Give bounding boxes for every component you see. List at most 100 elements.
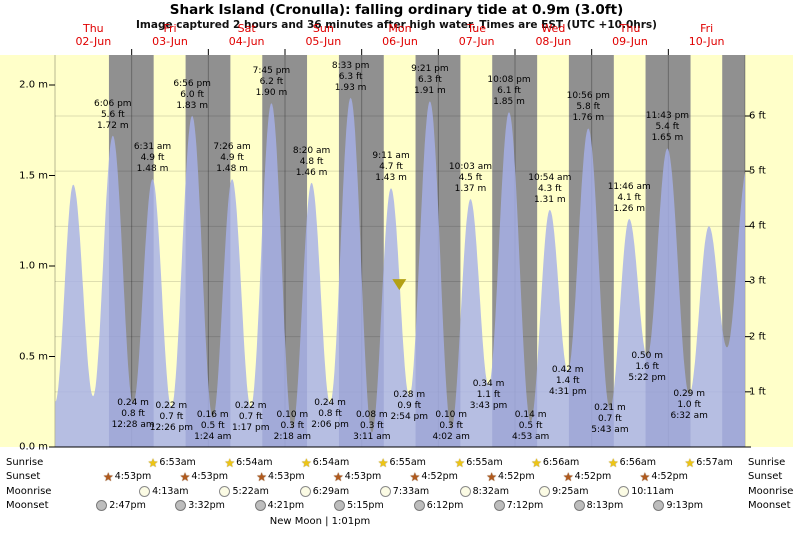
tide-high-label: 6:06 pm 5.6 ft 1.72 m [94,98,132,131]
sunrise-item: ★ 6:54am [224,455,273,470]
day-name: Sat [237,22,256,35]
tide-low-label: 0.34 m 1.1 ft 3:43 pm [469,379,508,412]
moonrise-time: 4:13am [152,485,189,497]
tide-high-label: 7:26 am 4.9 ft 1.48 m [213,142,251,175]
moonrise-item: 8:32am [459,485,509,497]
tide-high-label: 8:33 pm 6.3 ft 1.93 m [331,60,370,93]
tide-low-label: 0.21 m 0.7 ft 5:43 am [591,402,629,435]
moonset-time: 5:15pm [347,500,384,511]
day-label: Sun 05-Jun [305,22,342,48]
sunset-item: ★ 4:53pm [179,469,228,484]
day-name: Fri [163,22,177,35]
sunrise-time: 6:54am [236,457,273,468]
day-name: Fri [700,22,714,35]
day-label: Fri 03-Jun [152,22,188,48]
moonrise-circle-icon [219,485,231,497]
astro-row-label-moonset-right: Moonset [748,500,791,511]
moonset-item: 5:15pm [334,500,384,511]
moonrise-circle-icon [299,485,311,497]
tide-high-label: 10:08 pm 6.1 ft 1.85 m [487,75,531,108]
astro-row-label-moonrise-right: Moonrise [748,485,793,497]
astro-row-label-sunrise-left: Sunrise [6,457,44,468]
page-subtitle: Image captured 2 hours and 36 minutes af… [136,19,657,31]
sunrise-star-icon: ★ [301,455,312,470]
day-date: 06-Jun [382,34,418,48]
sunrise-time: 6:53am [159,457,196,468]
sunrise-item: ★ 6:55am [377,455,426,470]
sunset-time: 4:53pm [268,471,305,482]
moonset-item: 3:32pm [175,500,225,511]
moonset-time: 6:12pm [426,500,464,511]
moonset-item: 7:12pm [493,500,543,511]
sunset-star-icon: ★ [639,469,651,484]
day-name: Tue [467,22,487,35]
sunset-star-icon: ★ [409,469,421,484]
tide-high-label: 11:43 pm 5.4 ft 1.65 m [645,111,690,144]
sunrise-star-icon: ★ [531,455,542,470]
y-axis-label-m: 2.0 m [19,79,48,91]
tide-high-label: 9:11 am 4.7 ft 1.43 m [372,151,410,184]
day-label: Thu 02-Jun [75,22,112,48]
sunrise-item: ★ 6:57am [685,457,733,469]
sunrise-star-icon: ★ [147,455,159,470]
moonset-item: 6:12pm [413,500,464,511]
sunrise-star-icon: ★ [607,455,619,470]
moonset-circle-icon [96,500,108,511]
sunset-time: 4:53pm [344,471,382,482]
astro-row-label-moonset-left: Moonset [6,500,49,511]
moonset-circle-icon [573,500,585,511]
sunrise-star-icon: ★ [377,455,389,470]
moonset-time: 9:13pm [666,500,704,511]
tide-low-label: 0.16 m 0.5 ft 1:24 am [194,410,232,442]
tide-high-label: 10:54 am 4.3 ft 1.31 m [528,172,572,205]
sunset-time: 4:53pm [191,471,228,482]
day-date: 10-Jun [688,34,725,48]
y-axis-label-ft: 4 ft [749,220,766,232]
sunset-star-icon: ★ [562,469,574,484]
tide-high-label: 7:45 pm 6.2 ft 1.90 m [252,66,291,99]
sunrise-item: ★ 6:55am [454,455,503,470]
day-date: 05-Jun [305,34,342,48]
sunset-time: 4:52pm [574,471,612,482]
day-date: 03-Jun [152,34,188,48]
tide-high-label: 6:56 pm 6.0 ft 1.83 m [173,78,211,111]
moonrise-time: 7:33am [392,485,430,497]
astro-row-label-sunset-left: Sunset [6,471,41,482]
tide-low-label: 0.08 m 0.3 ft 3:11 am [353,410,391,442]
sunset-time: 4:52pm [651,471,688,482]
moonset-circle-icon [334,500,346,511]
sunrise-star-icon: ★ [224,455,236,470]
moonset-circle-icon [653,500,665,511]
day-date: 02-Jun [75,34,112,48]
moonset-item: 8:13pm [573,500,623,511]
sunset-star-icon: ★ [102,469,114,484]
tide-curve [55,97,745,447]
moonset-circle-icon [413,500,425,511]
new-moon-label: New Moon | 1:01pm [269,516,371,527]
moonrise-item: 9:25am [539,485,589,497]
tide-low-label: 0.28 m 0.9 ft 2:54 pm [390,390,429,423]
day-name: Sun [312,22,334,35]
moonset-circle-icon [493,500,505,511]
moonset-item: 4:21pm [254,500,304,511]
day-name: Thu [82,22,104,35]
y-axis-label-ft: 6 ft [749,110,766,122]
tide-low-label: 0.24 m 0.8 ft 12:28 am [111,397,155,430]
day-label: Wed 08-Jun [535,22,571,48]
tide-low-label: 0.10 m 0.3 ft 4:02 am [432,410,470,442]
sunrise-item: ★ 6:56am [607,455,656,470]
day-label: Fri 10-Jun [688,22,725,48]
y-axis-label-ft: 1 ft [749,386,766,398]
moonrise-circle-icon [139,485,151,497]
astro-row-label-moonrise-left: Moonrise [6,485,52,497]
sunrise-star-icon: ★ [454,455,466,470]
y-axis-label-ft: 3 ft [749,275,766,287]
sunrise-time: 6:55am [466,457,503,468]
astro-row-label-sunrise-right: Sunrise [748,457,786,468]
tide-high-label: 6:31 am 4.9 ft 1.48 m [133,142,172,175]
tide-low-label: 0.22 m 0.7 ft 12:26 pm [149,401,194,434]
sunset-star-icon: ★ [179,469,191,484]
tide-high-label: 8:20 am 4.8 ft 1.46 m [292,145,331,178]
moonrise-time: 10:11am [631,485,674,497]
